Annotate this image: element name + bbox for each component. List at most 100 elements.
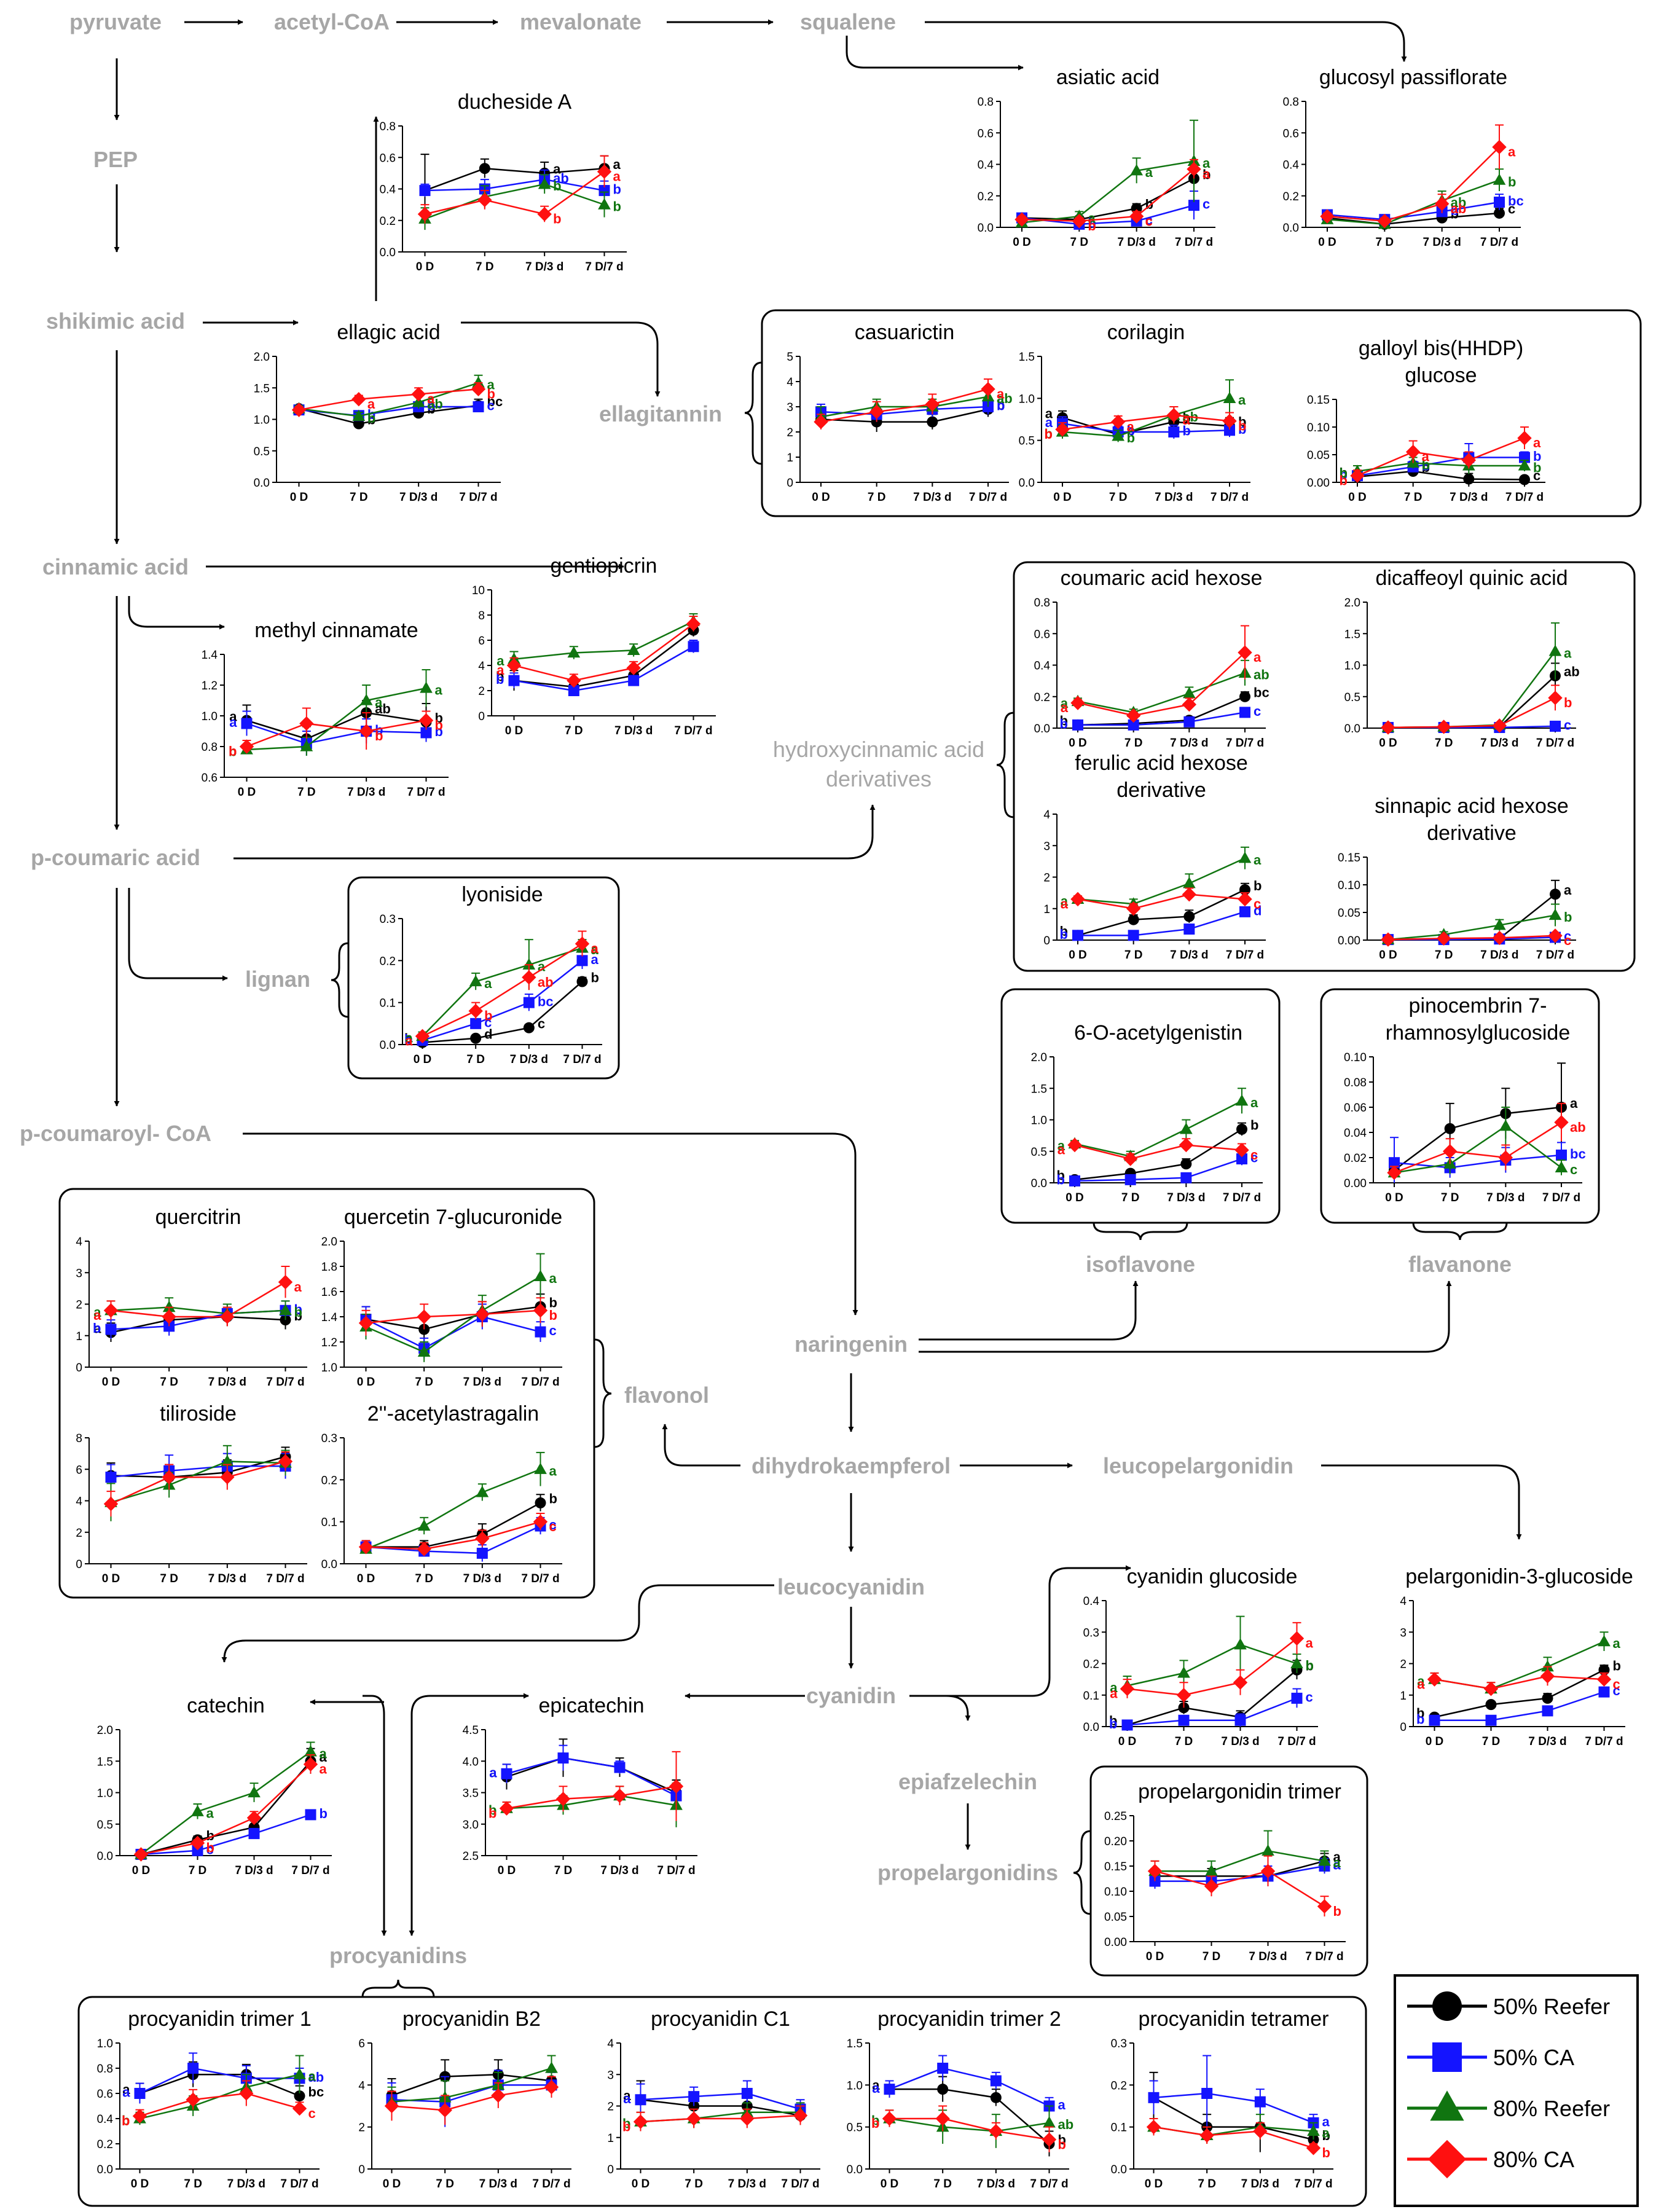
y-tick-label: 0.0	[380, 1039, 396, 1052]
data-point	[358, 1316, 374, 1330]
significance-letter: a	[1422, 449, 1430, 465]
significance-letter: a	[613, 169, 621, 184]
data-point	[1389, 1157, 1400, 1169]
x-tick-label: 7 D	[933, 2178, 952, 2190]
series-line	[1394, 1125, 1562, 1174]
x-tick-label: 0 D	[632, 2178, 650, 2190]
data-point	[1444, 1123, 1456, 1134]
data-point	[417, 1345, 431, 1357]
chart-methylcin: methyl cinnamate 0.6 0.8 1.0 1.2 1.4 0 D 7 D 7 D…	[202, 619, 449, 799]
met-dihydrokaempferol: dihydrokaempferol	[751, 1453, 951, 1478]
significance-letter: a	[872, 2081, 880, 2096]
data-point	[1072, 719, 1083, 731]
series-line	[111, 1461, 286, 1504]
x-tick-label: 7 D/7 d	[521, 1572, 559, 1585]
series-line	[1327, 212, 1500, 226]
data-point	[291, 402, 307, 417]
significance-letter: b	[1045, 426, 1053, 442]
series-line	[246, 720, 426, 748]
chart-title: ferulic acid hexose	[1075, 751, 1248, 775]
series-80-ca: ab a	[1320, 124, 1516, 229]
y-tick-label: 0.2	[380, 955, 396, 968]
significance-letter: b	[553, 211, 561, 227]
series-50-reefer: a abb	[229, 700, 443, 751]
data-point	[1291, 1692, 1303, 1704]
y-tick-label: 0.1	[1111, 2122, 1127, 2135]
series-line	[391, 2067, 552, 2103]
significance-letter: a	[1203, 166, 1211, 181]
significance-letter: b	[1340, 465, 1348, 480]
x-tick-label: 7 D/3 d	[728, 2178, 766, 2190]
x-tick-label: 7 D/7 d	[521, 1376, 559, 1389]
chart-title: ellagic acid	[337, 321, 440, 344]
data-point	[1014, 212, 1029, 227]
series-line	[1077, 857, 1246, 905]
data-point	[1483, 1681, 1499, 1696]
series-80-ca: bbb	[229, 707, 443, 759]
data-point	[989, 2124, 1003, 2139]
data-point	[537, 206, 552, 222]
y-tick-label: 0.15	[1338, 852, 1360, 865]
data-point	[1492, 930, 1507, 946]
series-line	[1021, 178, 1195, 221]
series-line	[1434, 1669, 1605, 1718]
x-tick-label: 7 D	[297, 786, 316, 799]
series-80-reefer: aa	[1061, 846, 1262, 909]
significance-letter: a	[308, 2069, 316, 2084]
data-point	[990, 2075, 1002, 2087]
significance-letter: a	[294, 1279, 302, 1295]
data-point	[162, 1309, 176, 1324]
chart-title: 6-O-acetylgenistin	[1074, 1021, 1242, 1045]
chart-proc_tetramer: procyanidin tetramer 0.0 0.1 0.2 0.3 0 D 7 D 7 …	[1111, 2007, 1333, 2190]
y-tick-label: 0.15	[1307, 394, 1330, 407]
data-point	[417, 1519, 431, 1531]
significance-letter: a	[872, 2077, 880, 2093]
significance-letter: c	[1254, 704, 1261, 719]
y-tick-label: 1.6	[321, 1286, 337, 1299]
significance-letter: a	[405, 1030, 413, 1046]
y-tick-label: 0.15	[1104, 1861, 1127, 1873]
y-tick-label: 0.08	[1344, 1077, 1367, 1089]
legend-item: 50% CA	[1407, 2042, 1574, 2072]
data-point	[475, 1531, 490, 1546]
y-tick-label: 0.00	[1344, 1177, 1367, 1190]
data-point	[568, 685, 579, 696]
x-tick-label: 0 D	[1118, 1735, 1137, 1748]
data-point	[1492, 139, 1507, 155]
y-tick-label: 0.4	[1283, 159, 1300, 172]
data-point	[1069, 1175, 1080, 1186]
data-point	[239, 739, 254, 754]
data-point	[479, 163, 490, 175]
x-tick-label: 7 D/3 d	[1241, 2178, 1279, 2190]
x-tick-label: 7 D/3 d	[510, 1053, 548, 1066]
data-point	[1205, 1864, 1218, 1876]
data-point	[1318, 1854, 1331, 1866]
significance-letter: b	[320, 1806, 328, 1821]
y-tick-label: 2	[76, 1299, 82, 1312]
series-80-reefer: baa	[229, 669, 443, 759]
significance-letter: c	[1254, 896, 1261, 912]
data-point	[534, 1462, 547, 1474]
significance-letter: a	[229, 715, 237, 730]
series-50-ca: cb	[135, 1806, 328, 1860]
significance-letter: b	[435, 710, 443, 726]
chart-proc_c1: procyanidin C1 0 1 2 3 4 0 D 7 D 7 D/3 d 7 D/7 d a…	[607, 2007, 820, 2190]
series-80-ca: b	[1146, 2118, 1330, 2160]
data-point	[1236, 1153, 1247, 1165]
series-line	[422, 943, 583, 1037]
significance-letter: c	[484, 1014, 492, 1030]
series-line	[1155, 1860, 1325, 1877]
series-50-reefer: b	[360, 1293, 557, 1342]
significance-letter: b	[1340, 467, 1348, 482]
series-line	[111, 1281, 286, 1318]
data-point	[1201, 2088, 1213, 2099]
significance-letter: a	[1322, 2114, 1330, 2129]
significance-letter: a	[1564, 645, 1572, 661]
data-point	[612, 1788, 627, 1803]
x-tick-label: 7 D/3 d	[600, 1864, 638, 1877]
y-tick-label: 4	[76, 1236, 82, 1249]
series-line	[246, 712, 426, 740]
y-tick-label: 3.5	[463, 1787, 479, 1800]
